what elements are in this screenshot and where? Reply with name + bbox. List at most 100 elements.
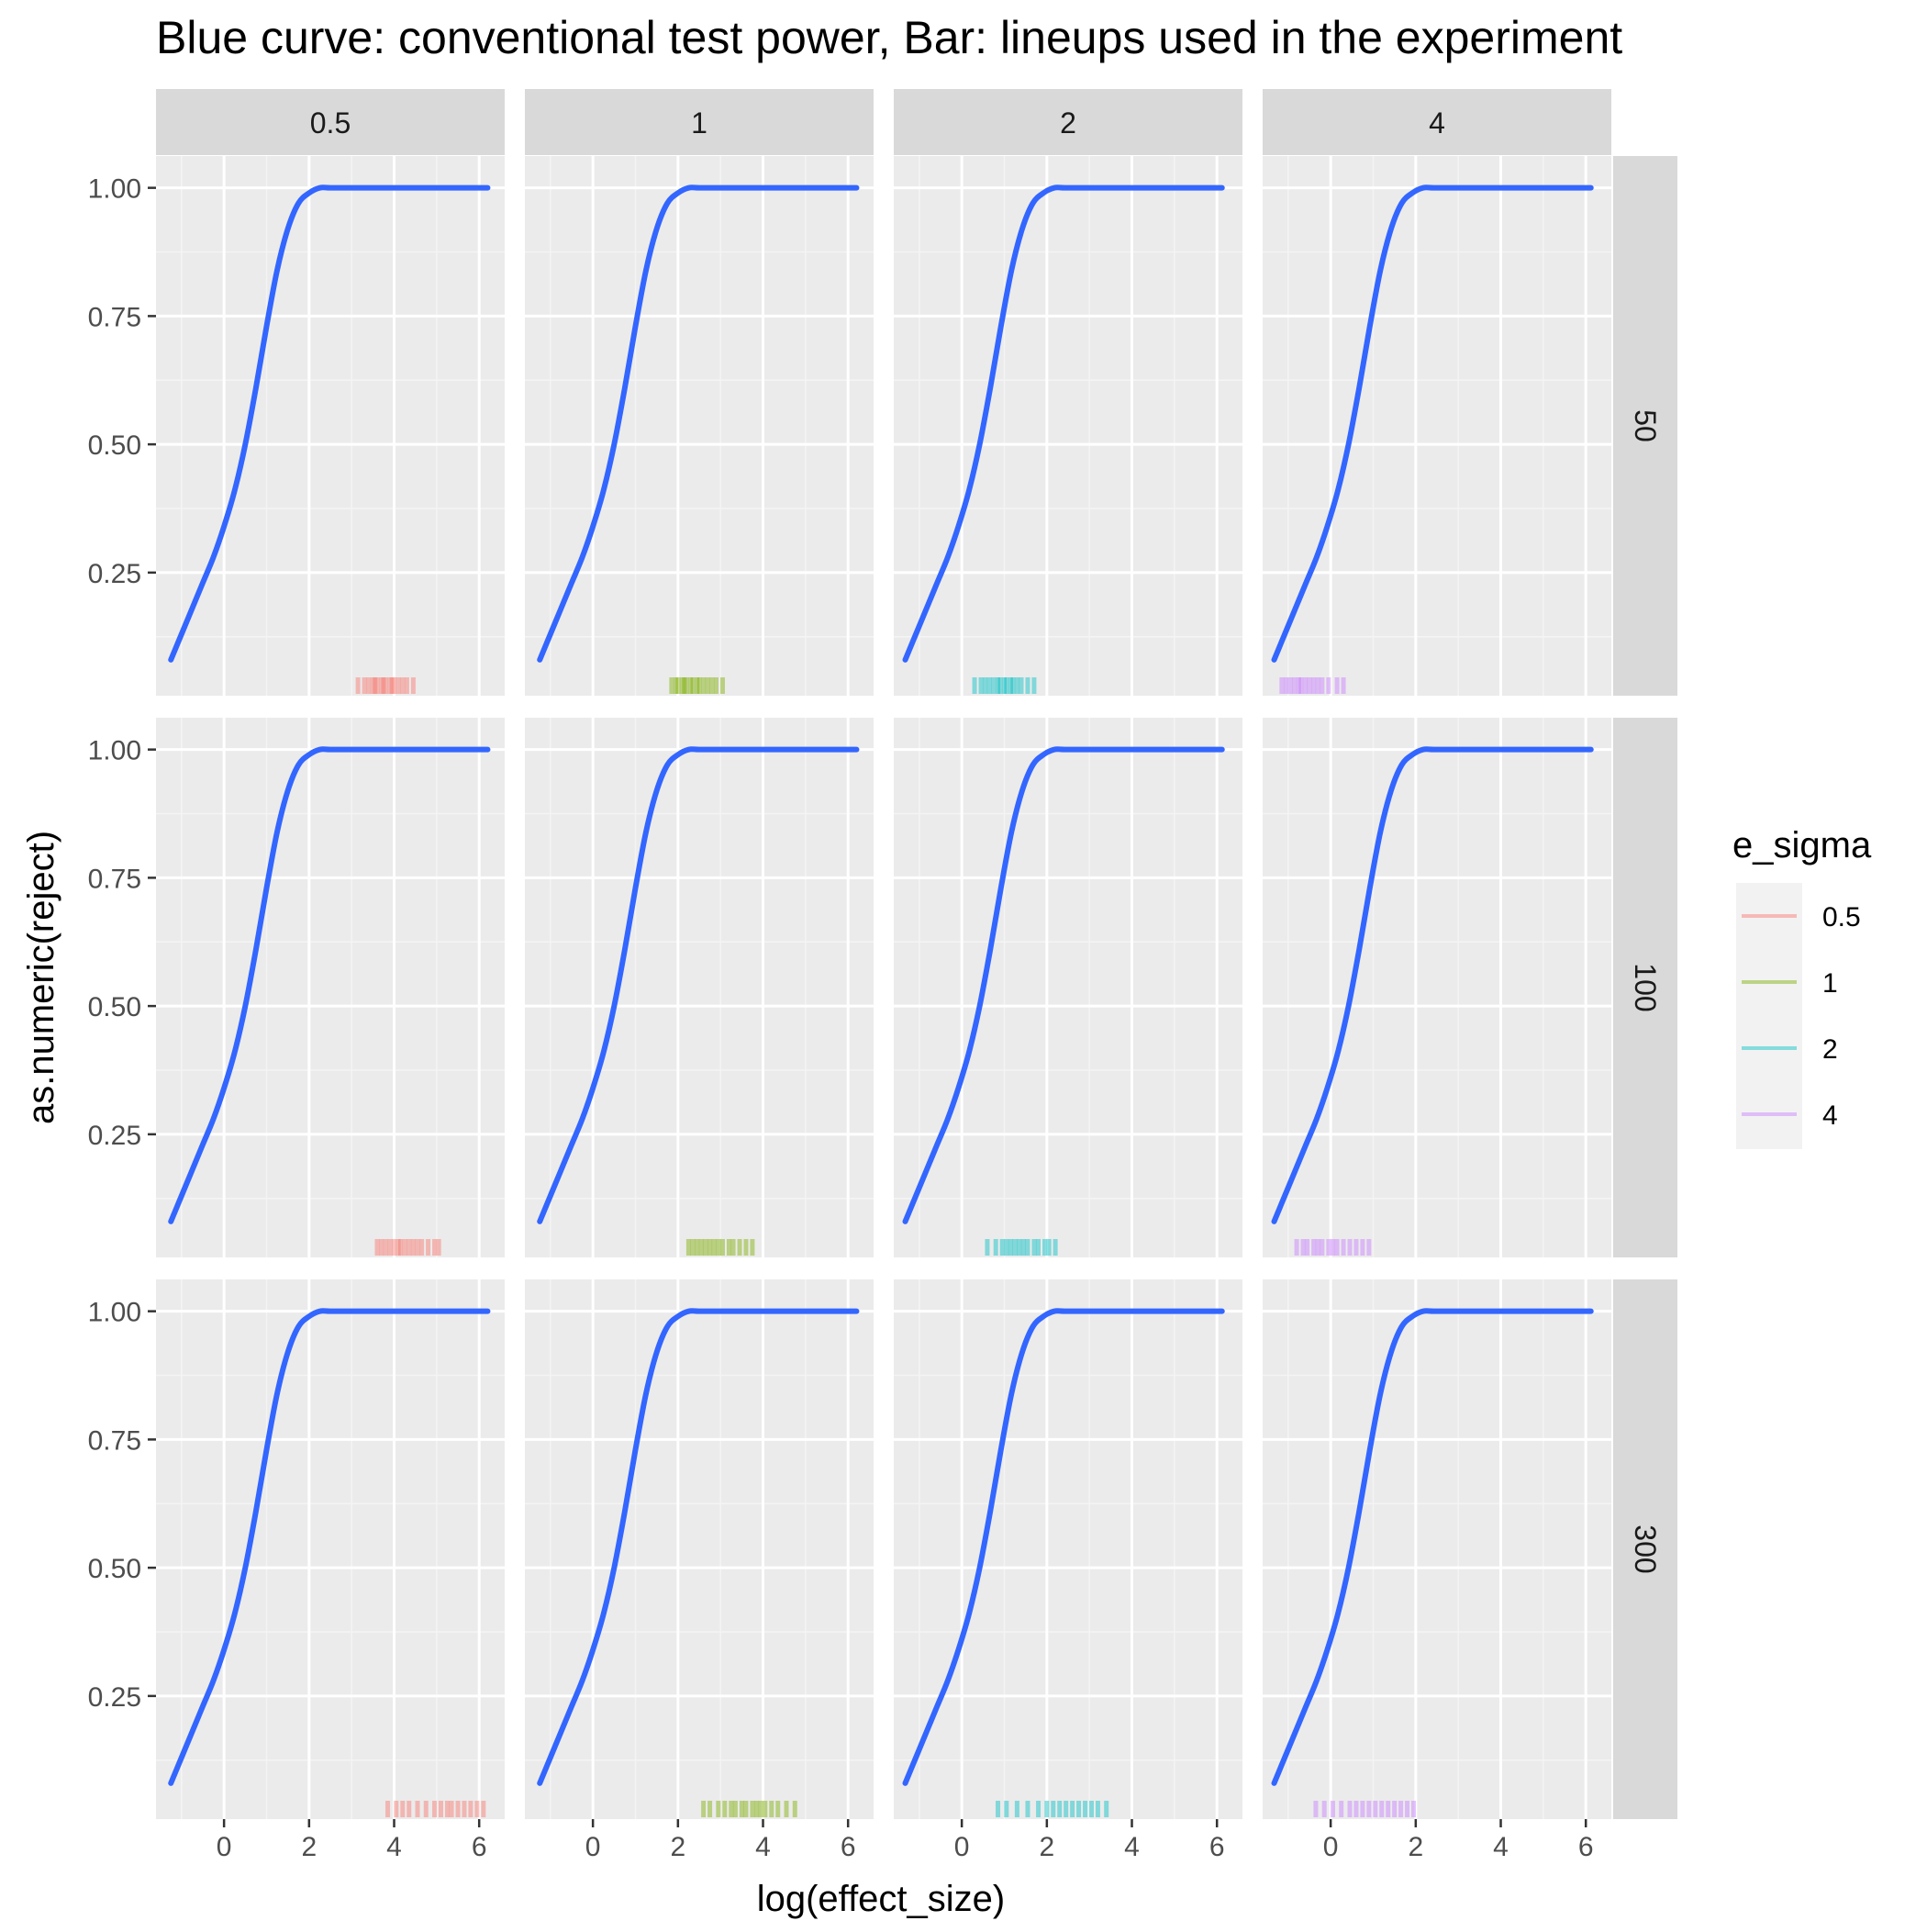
lineup-bar bbox=[404, 677, 409, 694]
lineup-bar bbox=[402, 1239, 407, 1256]
lineup-bar bbox=[1315, 677, 1320, 694]
panel-background bbox=[894, 718, 1242, 1257]
facet-strip-col-4 bbox=[1263, 89, 1611, 155]
lineup-bar bbox=[997, 677, 1003, 694]
y-tick-label: 0.50 bbox=[88, 1554, 141, 1584]
lineup-bar bbox=[1321, 1801, 1327, 1817]
lineup-bar bbox=[729, 1801, 734, 1817]
lineup-bar bbox=[423, 1801, 429, 1817]
lineup-bar bbox=[444, 1801, 450, 1817]
lineup-bar bbox=[743, 1801, 749, 1817]
y-tick-label: 0.25 bbox=[88, 1682, 141, 1713]
x-tick-label: 6 bbox=[1578, 1832, 1594, 1862]
lineup-bar bbox=[383, 677, 388, 694]
lineup-bar bbox=[1036, 1801, 1041, 1817]
lineup-bar bbox=[455, 1801, 461, 1817]
lineup-bar bbox=[1366, 1239, 1372, 1256]
lineup-bar bbox=[679, 677, 685, 694]
lineup-bar bbox=[726, 1239, 731, 1256]
lineup-bar bbox=[381, 677, 386, 694]
facet-panel bbox=[894, 156, 1242, 696]
y-tick-label: 1.00 bbox=[88, 1298, 141, 1328]
panel-background bbox=[525, 156, 874, 696]
lineup-bar bbox=[462, 1801, 467, 1817]
lineup-bar bbox=[763, 1801, 768, 1817]
lineup-bar bbox=[1287, 677, 1293, 694]
lineup-bar bbox=[719, 677, 725, 694]
lineup-bar bbox=[1347, 1239, 1353, 1256]
facet-panel: 0 2 4 6 bbox=[894, 1279, 1242, 1862]
lineup-bar bbox=[1386, 1801, 1391, 1817]
lineup-bar bbox=[395, 1239, 401, 1256]
x-tick-label: 2 bbox=[1039, 1832, 1054, 1862]
lineup-bar bbox=[983, 677, 988, 694]
facet-panel bbox=[525, 156, 874, 696]
y-tick-label: 0.75 bbox=[88, 864, 141, 894]
lineup-bar bbox=[432, 1239, 438, 1256]
lineup-bar bbox=[1010, 677, 1016, 694]
lineup-bar bbox=[407, 1239, 412, 1256]
lineup-bar bbox=[743, 1239, 749, 1256]
lineup-bar bbox=[1300, 1239, 1306, 1256]
lineup-bar bbox=[1366, 1801, 1372, 1817]
x-tick-label: 2 bbox=[1408, 1832, 1423, 1862]
lineup-bar bbox=[703, 1239, 708, 1256]
lineup-bar bbox=[1004, 677, 1009, 694]
lineup-bar bbox=[685, 1239, 691, 1256]
lineup-bar bbox=[1088, 1801, 1094, 1817]
x-tick-label: 4 bbox=[1124, 1832, 1140, 1862]
lineup-bar bbox=[758, 1801, 763, 1817]
x-tick-label: 4 bbox=[1493, 1832, 1509, 1862]
lineup-bar bbox=[1036, 1239, 1041, 1256]
lineup-bar bbox=[1064, 1801, 1069, 1817]
x-tick-label: 6 bbox=[841, 1832, 856, 1862]
lineup-bar bbox=[1004, 1239, 1009, 1256]
legend-label: 1 bbox=[1822, 968, 1838, 999]
lineup-bar bbox=[1360, 1239, 1365, 1256]
lineup-bar bbox=[750, 1801, 755, 1817]
lineup-bar bbox=[1104, 1801, 1109, 1817]
lineup-bar bbox=[690, 1239, 696, 1256]
lineup-bar bbox=[993, 1239, 998, 1256]
lineup-bar bbox=[775, 1801, 781, 1817]
lineup-bar bbox=[701, 677, 707, 694]
lineup-bar bbox=[389, 677, 395, 694]
facet-panel: 0 2 4 6 bbox=[525, 1279, 874, 1862]
lineup-bar bbox=[1025, 1801, 1030, 1817]
lineup-bar bbox=[986, 677, 992, 694]
lineup-bar bbox=[481, 1801, 486, 1817]
facet-strip-row-100 bbox=[1613, 718, 1677, 1257]
panel-background bbox=[156, 156, 505, 696]
panel-background bbox=[525, 1279, 874, 1819]
lineup-bar bbox=[383, 1239, 388, 1256]
lineup-bar bbox=[438, 1801, 443, 1817]
power-curve bbox=[168, 746, 491, 1224]
power-curve bbox=[1271, 184, 1594, 663]
lineup-bar bbox=[362, 677, 367, 694]
lineup-bar bbox=[978, 677, 984, 694]
lineup-bar bbox=[730, 1239, 736, 1256]
lineup-bar bbox=[682, 677, 687, 694]
lineup-bar bbox=[1339, 1801, 1344, 1817]
lineup-bar bbox=[1347, 1801, 1353, 1817]
legend-key-background bbox=[1736, 883, 1802, 1149]
x-tick-label: 2 bbox=[670, 1832, 685, 1862]
lineup-bar bbox=[690, 677, 696, 694]
facet-strip-col-0.5 bbox=[156, 89, 505, 155]
lineup-bar bbox=[1014, 677, 1019, 694]
lineup-bar bbox=[366, 677, 372, 694]
lineup-bar bbox=[436, 1239, 441, 1256]
y-tick-label: 1.00 bbox=[88, 736, 141, 766]
lineup-bar bbox=[1046, 1239, 1052, 1256]
facet-panel: 0.25 0.50 0.75 1.00 0 2 4 6 bbox=[88, 1279, 505, 1862]
lineup-bar bbox=[722, 1801, 728, 1817]
y-tick-label: 0.50 bbox=[88, 992, 141, 1022]
lineup-bar bbox=[991, 677, 997, 694]
lineup-bar bbox=[1294, 1239, 1299, 1256]
lineup-bar bbox=[407, 1801, 412, 1817]
lineup-bar bbox=[1095, 1801, 1100, 1817]
lineup-bar bbox=[370, 677, 375, 694]
lineup-bar bbox=[1042, 1239, 1048, 1256]
facet-strip-row-label: 100 bbox=[1629, 963, 1662, 1011]
lineup-bar bbox=[419, 1239, 425, 1256]
